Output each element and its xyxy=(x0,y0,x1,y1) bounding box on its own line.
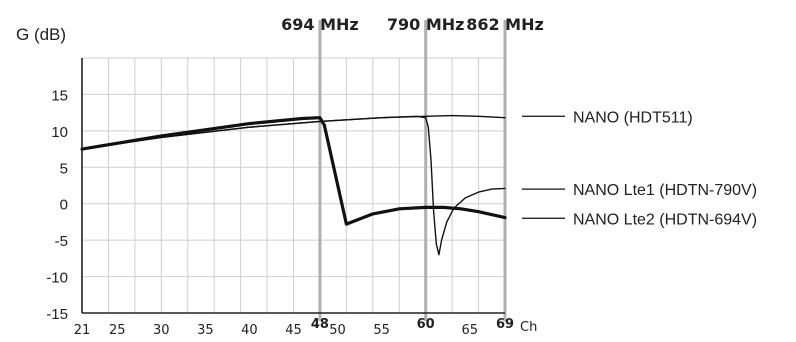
series-line-2 xyxy=(81,115,506,256)
grid xyxy=(82,20,507,321)
series-line-3 xyxy=(80,116,507,226)
x-tick-label: 40 xyxy=(241,323,258,338)
x-tick-label: 45 xyxy=(285,323,302,338)
marker-label: 790 MHz xyxy=(387,15,465,34)
series-lines xyxy=(80,114,507,256)
x-tick-label-bold: 60 xyxy=(417,317,435,332)
y-axis-label: G (dB) xyxy=(16,25,66,44)
legend-label-3: NANO Lte2 (HDTN-694V) xyxy=(573,211,757,228)
x-tick-label-bold: 69 xyxy=(496,317,514,332)
y-tick-label: 0 xyxy=(60,197,68,214)
x-tick-label: 50 xyxy=(329,323,346,338)
x-tick-label-bold: 48 xyxy=(311,317,329,332)
y-tick-label: 10 xyxy=(51,124,68,141)
y-tick-label: -5 xyxy=(55,233,68,250)
legend-label-1: NANO (HDT511) xyxy=(573,109,693,126)
y-tick-label: 5 xyxy=(60,160,68,177)
marker-label: 694 MHz xyxy=(281,15,359,34)
x-tick-label: 21 xyxy=(74,323,91,338)
x-tick-label: 35 xyxy=(197,323,214,338)
legend-label-2: NANO Lte1 (HDTN-790V) xyxy=(573,182,757,199)
x-tick-label: 25 xyxy=(109,323,126,338)
x-axis-label: Ch xyxy=(520,320,537,335)
x-tick-label: 65 xyxy=(461,323,478,338)
y-tick-label: -15 xyxy=(46,306,68,323)
y-tick-label: 15 xyxy=(51,87,68,104)
axes xyxy=(81,58,505,314)
labels: G (dB) Ch 694 MHz 790 MHz 862 MHz151050-5-… xyxy=(16,15,544,338)
x-tick-label: 55 xyxy=(373,323,390,338)
legend: NANO (HDT511) NANO Lte1 (HDTN-790V) NANO L… xyxy=(522,109,757,228)
y-tick-label: -10 xyxy=(46,270,68,287)
x-tick-label: 30 xyxy=(153,323,170,338)
marker-label: 862 MHz xyxy=(466,15,544,34)
